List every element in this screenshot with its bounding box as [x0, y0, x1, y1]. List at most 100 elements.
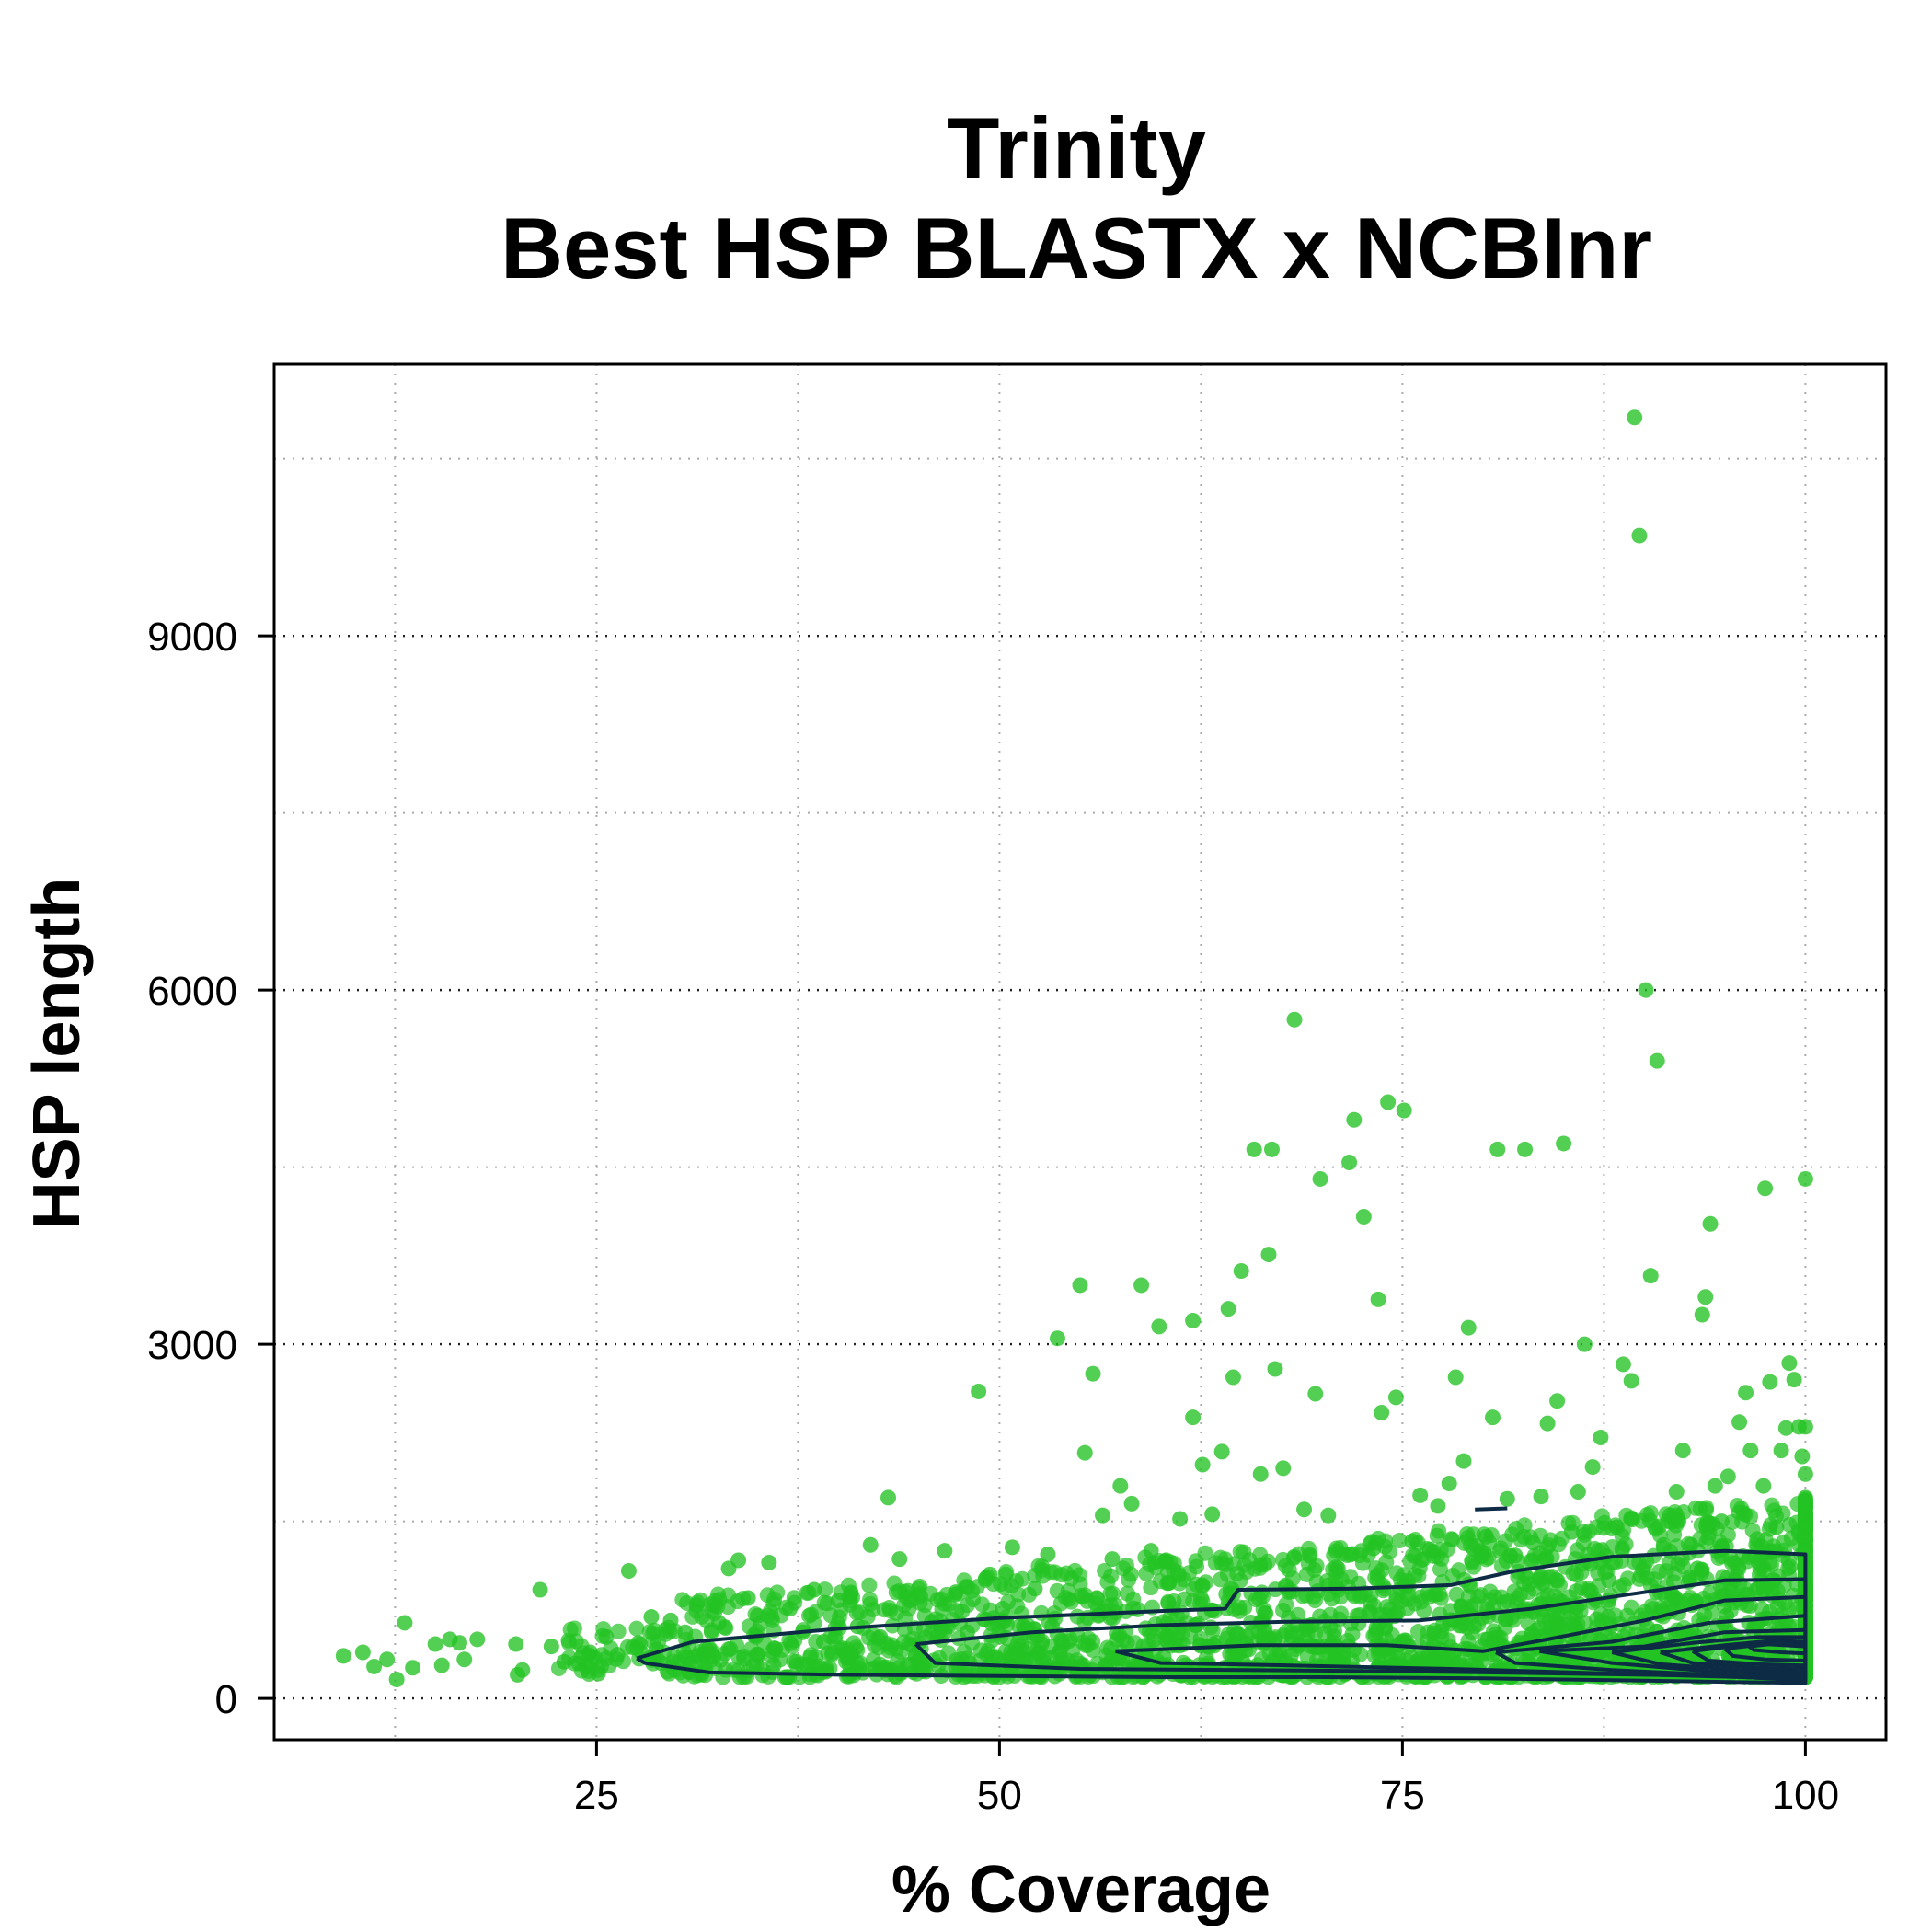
- data-point: [808, 1604, 824, 1620]
- data-point: [1460, 1319, 1477, 1336]
- data-point: [1355, 1209, 1372, 1225]
- data-point: [730, 1552, 747, 1569]
- data-point: [1797, 1466, 1813, 1482]
- data-point: [1447, 1369, 1464, 1386]
- data-point: [1639, 1506, 1655, 1523]
- data-point: [862, 1596, 879, 1613]
- data-point: [1762, 1374, 1778, 1390]
- data-point: [1619, 1607, 1636, 1624]
- plot-frame: [272, 362, 1888, 1742]
- x-axis-label: % Coverage: [891, 1853, 1271, 1926]
- data-point: [1172, 1511, 1189, 1527]
- data-point: [1697, 1289, 1714, 1305]
- data-point: [1299, 1649, 1316, 1665]
- data-point: [1034, 1561, 1051, 1578]
- data-point: [1425, 1544, 1442, 1560]
- data-point: [1615, 1356, 1631, 1373]
- data-point: [1049, 1330, 1065, 1347]
- data-point: [1298, 1587, 1315, 1604]
- data-point: [1009, 1598, 1026, 1615]
- data-point: [1380, 1094, 1397, 1110]
- data-point: [1429, 1527, 1445, 1544]
- data-point: [1560, 1515, 1577, 1532]
- data-point: [1763, 1517, 1779, 1534]
- data-point: [1794, 1448, 1811, 1465]
- data-point: [707, 1593, 724, 1609]
- data-point: [1454, 1599, 1470, 1616]
- data-point: [1570, 1484, 1586, 1501]
- data-point: [1396, 1567, 1412, 1583]
- data-point: [1099, 1639, 1116, 1656]
- data-point: [560, 1635, 577, 1651]
- data-point: [1204, 1622, 1221, 1639]
- data-point: [764, 1649, 780, 1665]
- data-point: [1540, 1536, 1557, 1553]
- data-point: [1510, 1553, 1526, 1570]
- grid: [274, 364, 1886, 1740]
- data-point: [1251, 1591, 1268, 1607]
- data-point: [735, 1590, 752, 1606]
- contour-line: [914, 1577, 1808, 1683]
- data-point: [1072, 1576, 1088, 1593]
- data-point: [1197, 1545, 1213, 1561]
- data-point: [1079, 1593, 1096, 1609]
- data-point: [1320, 1577, 1337, 1593]
- data-point: [1252, 1559, 1269, 1576]
- data-point: [573, 1662, 590, 1679]
- data-point: [354, 1644, 371, 1661]
- data-point: [575, 1645, 592, 1662]
- data-point: [895, 1634, 912, 1650]
- data-point: [897, 1583, 914, 1600]
- data-point: [620, 1562, 637, 1579]
- data-point: [469, 1631, 486, 1648]
- data-point: [1374, 1562, 1390, 1579]
- data-point: [1512, 1532, 1529, 1548]
- data-point: [1112, 1478, 1129, 1494]
- data-point: [1158, 1552, 1175, 1569]
- data-point: [1185, 1312, 1202, 1328]
- data-point: [1354, 1555, 1371, 1571]
- data-point: [1407, 1532, 1423, 1548]
- data-point: [1185, 1409, 1202, 1426]
- data-point: [1797, 1170, 1813, 1187]
- data-point: [1531, 1571, 1547, 1588]
- data-point: [1160, 1575, 1177, 1592]
- data-point: [1448, 1586, 1465, 1603]
- data-point: [1220, 1301, 1236, 1317]
- data-point: [1520, 1615, 1536, 1631]
- data-point: [644, 1626, 661, 1642]
- data-point: [1325, 1634, 1341, 1650]
- data-point: [1719, 1468, 1736, 1485]
- data-point: [781, 1632, 798, 1649]
- data-point: [954, 1603, 971, 1619]
- contour-line: [1114, 1594, 1808, 1682]
- data-point: [1624, 1512, 1640, 1528]
- data-point: [366, 1658, 383, 1674]
- data-point: [1631, 527, 1648, 544]
- data-point: [1346, 1111, 1363, 1128]
- data-point: [1614, 1540, 1630, 1557]
- y-tick-label: 3000: [147, 1323, 237, 1368]
- data-points: [335, 409, 1813, 1688]
- data-point: [1665, 1512, 1682, 1528]
- data-point: [1058, 1565, 1075, 1581]
- data-point: [814, 1664, 831, 1681]
- data-point: [876, 1602, 892, 1618]
- data-point: [891, 1551, 908, 1568]
- data-point: [1591, 1578, 1607, 1594]
- data-point: [1004, 1539, 1020, 1556]
- data-point: [1687, 1500, 1704, 1516]
- data-point: [1694, 1306, 1710, 1323]
- data-point: [761, 1555, 777, 1571]
- data-point: [1797, 1419, 1813, 1435]
- data-point: [960, 1650, 976, 1667]
- data-point: [1003, 1578, 1019, 1594]
- data-point: [1302, 1547, 1318, 1564]
- data-point: [1517, 1141, 1534, 1157]
- data-point: [1115, 1560, 1132, 1577]
- data-point: [1668, 1484, 1685, 1501]
- data-point: [1411, 1559, 1428, 1576]
- data-point: [1342, 1569, 1359, 1585]
- data-point: [643, 1609, 660, 1626]
- data-point: [1707, 1478, 1723, 1494]
